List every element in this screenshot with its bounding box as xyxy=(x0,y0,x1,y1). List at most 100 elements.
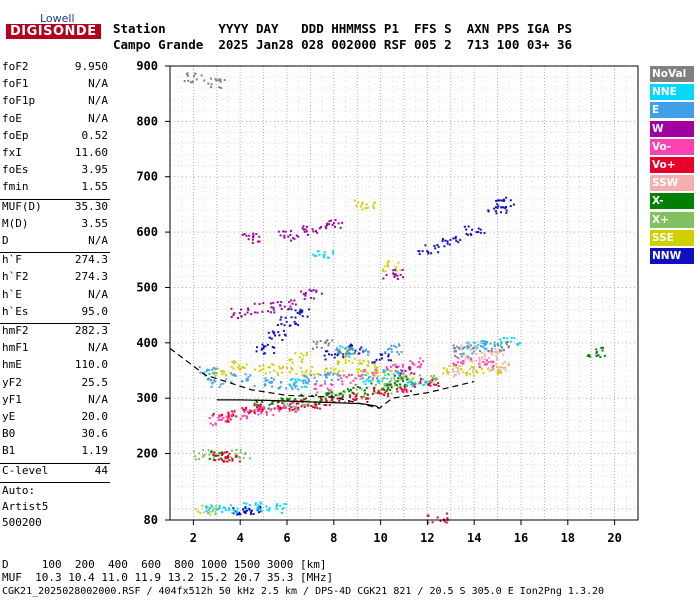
data-point xyxy=(513,337,516,340)
data-point xyxy=(241,380,244,383)
data-point xyxy=(261,343,264,346)
param-row-foes: foEs 3.95 xyxy=(2,163,108,180)
data-point xyxy=(211,509,214,512)
data-point xyxy=(341,346,344,349)
data-point xyxy=(301,357,304,360)
data-point xyxy=(342,357,345,360)
data-point xyxy=(346,351,349,354)
data-point xyxy=(418,374,421,377)
data-point xyxy=(338,393,341,396)
data-point xyxy=(471,360,474,363)
data-point xyxy=(319,339,322,342)
data-point xyxy=(341,380,344,383)
data-point xyxy=(289,384,292,387)
data-point xyxy=(441,240,444,243)
data-point xyxy=(484,361,487,364)
data-point xyxy=(436,378,439,381)
data-point xyxy=(290,406,293,409)
data-point xyxy=(475,359,478,362)
data-point xyxy=(490,362,493,365)
data-point xyxy=(238,511,241,514)
data-point xyxy=(187,74,190,77)
data-point xyxy=(268,371,271,374)
data-point xyxy=(187,79,190,82)
data-point xyxy=(483,232,486,235)
data-point xyxy=(395,383,398,386)
data-point xyxy=(297,388,300,391)
data-point xyxy=(303,230,306,233)
data-point xyxy=(270,402,273,405)
data-point xyxy=(281,401,284,404)
data-point xyxy=(307,404,310,407)
data-point xyxy=(461,370,464,373)
data-point xyxy=(395,387,398,390)
data-point xyxy=(270,306,273,309)
data-point xyxy=(192,450,195,453)
data-point xyxy=(253,402,256,405)
data-point xyxy=(474,348,477,351)
legend-item-e: E xyxy=(650,102,694,119)
data-point xyxy=(364,207,367,210)
data-point xyxy=(390,370,393,373)
data-point xyxy=(309,370,312,373)
data-point xyxy=(306,354,309,357)
legend-item-nne: NNE xyxy=(650,84,694,101)
data-point xyxy=(281,367,284,370)
data-point xyxy=(350,373,353,376)
data-point xyxy=(458,372,461,375)
data-point xyxy=(446,242,449,245)
data-point xyxy=(448,243,451,246)
data-point xyxy=(371,373,374,376)
data-point xyxy=(239,451,242,454)
profile-curve xyxy=(216,399,380,409)
data-point xyxy=(500,342,503,345)
param-row-hmf2: hmF2 282.3 xyxy=(2,324,108,341)
data-point xyxy=(327,389,330,392)
data-point xyxy=(447,371,450,374)
data-point xyxy=(381,388,384,391)
data-point xyxy=(387,359,390,362)
data-point xyxy=(353,352,356,355)
data-point xyxy=(452,344,455,347)
data-point xyxy=(424,380,427,383)
data-point xyxy=(472,374,475,377)
data-point xyxy=(267,331,270,334)
data-point xyxy=(208,453,211,456)
data-point xyxy=(337,360,340,363)
data-point xyxy=(399,269,402,272)
data-point xyxy=(345,376,348,379)
series-sse xyxy=(195,199,510,516)
data-point xyxy=(465,233,468,236)
data-point xyxy=(260,510,263,513)
data-point xyxy=(305,381,308,384)
data-point xyxy=(291,377,294,380)
data-point xyxy=(217,458,220,461)
data-point xyxy=(335,348,338,351)
data-point xyxy=(300,393,303,396)
data-point xyxy=(603,354,606,357)
data-point xyxy=(367,353,370,356)
data-point xyxy=(429,384,432,387)
param-label: h`E xyxy=(2,287,22,301)
data-point xyxy=(332,250,335,253)
grid-layer xyxy=(170,66,638,520)
data-point xyxy=(387,373,390,376)
data-point xyxy=(272,308,275,311)
data-point xyxy=(258,235,261,238)
data-point xyxy=(367,397,370,400)
data-point xyxy=(215,79,218,82)
data-point xyxy=(242,457,245,460)
data-point xyxy=(291,302,294,305)
data-point xyxy=(457,357,460,360)
data-point xyxy=(230,449,233,452)
data-point xyxy=(326,392,329,395)
param-row-h-es: h`Es 95.0 xyxy=(2,305,108,322)
data-point xyxy=(230,380,233,383)
data-point xyxy=(409,366,412,369)
data-point xyxy=(316,391,319,394)
data-point xyxy=(403,372,406,375)
data-point xyxy=(240,308,243,311)
data-point xyxy=(214,505,217,508)
data-point xyxy=(280,323,283,326)
param-value: N/A xyxy=(88,341,108,355)
